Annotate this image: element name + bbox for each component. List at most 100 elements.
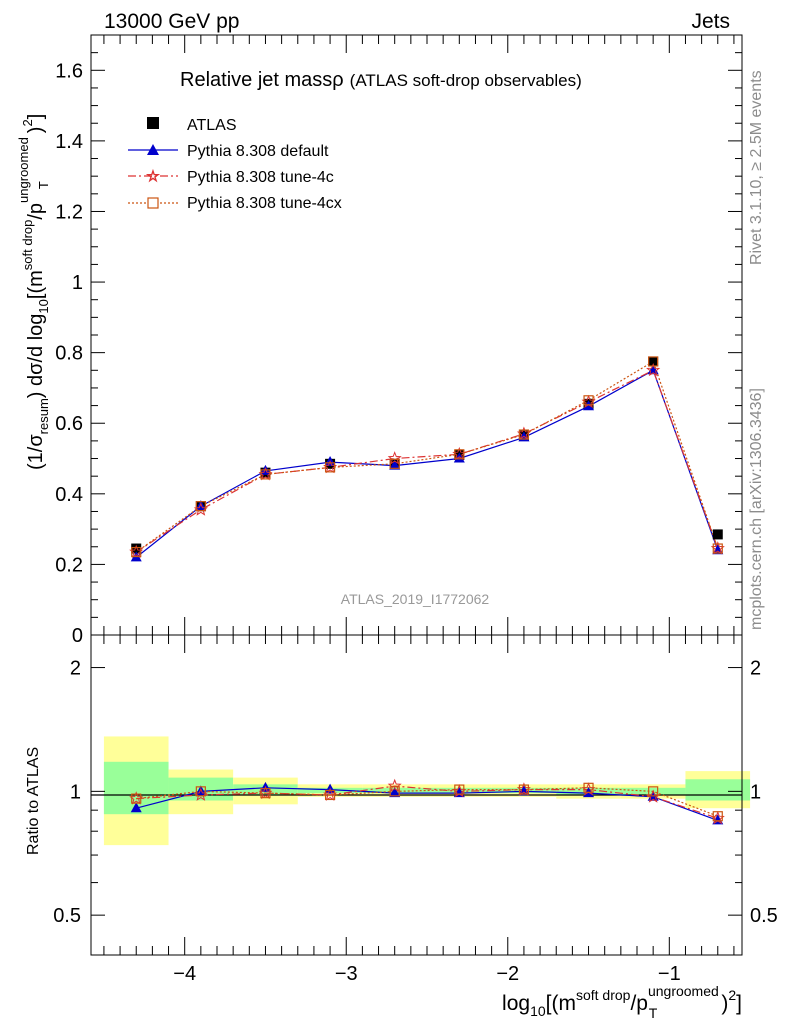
ratio-y-tick-label-right: 2 [750,658,761,680]
xlabel-part: 10 [530,1003,546,1019]
xlabel-part: ) [721,992,728,1015]
ylabel-part: /p [25,203,47,220]
legend-marker-atlas [147,117,159,129]
data-point-default [453,452,465,463]
ratio-band-green [685,779,751,801]
data-point-tune-4cx [131,546,142,558]
ratio-y-axis-title: Ratio to ATLAS [25,747,42,855]
legend-label-atlas: ATLAS [187,117,237,134]
y-tick-label: 1.4 [55,131,83,153]
data-point-tune-4cx [454,784,465,795]
ratio-y-tick-labels: 0.5 0.5 1 1 2 2 [53,658,778,928]
energy-label: 13000 GeV pp [104,10,239,33]
ylabel-part: resum [36,398,51,434]
y-tick-label: 0.8 [55,343,83,365]
ratio-y-tick-label-left: 1 [70,781,81,803]
ylabel-part: ] [25,114,47,120]
legend: ATLAS Pythia 8.308 default ☆ Pythia 8.30… [128,117,342,212]
ylabel-part: [(m [25,270,47,299]
data-point-tune-4cx [454,449,465,460]
chart-title-sub: (ATLAS soft-drop observables) [350,71,582,90]
data-point-tune-4cx [518,784,530,795]
data-point-default [389,787,401,798]
x-axis-title: log10[(msoft drop/pungroomed T)2] [502,983,742,1021]
legend-marker-tune-4c: ☆ [146,168,159,185]
data-point-tune-4cx [195,786,206,797]
xlabel-part: ] [736,992,742,1015]
y-tick-label: 1.6 [55,60,83,82]
ratio-line-pythia-8.308-default [136,787,719,821]
ylabel-part: (1/σ [25,434,47,470]
ratio-y-tick-label-right: 1 [750,781,761,803]
data-point-tune-4cx [260,788,271,799]
data-point-tune-4cx [389,786,400,797]
data-point-atlas [131,543,142,554]
series-line-pythia-8.308-tune-4cx [135,360,719,553]
main-y-axis-title: (1/σresum) dσ/d log10[(msoft drop/pungro… [16,114,51,470]
data-point-atlas [648,356,659,367]
xlabel-part: 2 [728,987,736,1003]
xlabel-part: ungroomed [648,983,719,999]
ratio-axis-ticks [91,635,742,956]
ylabel-part: 10 [36,299,51,313]
ylabel-part: T [36,181,51,189]
main-axis-ticks [91,34,742,636]
legend-label-tune-4c: Pythia 8.308 tune-4c [187,169,334,186]
analysis-watermark: ATLAS_2019_I1772062 [341,591,490,607]
ratio-panel: 0.5 0.5 1 1 2 2 −4 −3 −2 −1 Ratio to ATLAS log10… [25,634,778,1021]
legend-marker-tune-4cx [147,197,159,209]
ratio-frame [90,634,743,956]
data-point-tune-4cx [324,789,336,801]
y-tick-label: 1 [72,272,83,294]
data-point-tune-4cx [131,793,142,804]
y-tick-label: 0.2 [55,554,83,576]
data-point-tune-4cx [583,782,594,793]
series-line-pythia-8.308-tune-4c [135,369,719,553]
data-point-default [389,459,401,470]
x-tick-label: −3 [335,963,358,985]
ylabel-part: 2 [20,119,35,126]
rivet-version-label: Rivet 3.1.10, ≥ 2.5M events [748,70,765,265]
ratio-y-tick-label-left: 2 [70,658,81,680]
data-point-tune-4cx [518,429,530,440]
y-tick-label: 1.2 [55,201,83,223]
xlabel-part: log [502,992,530,1015]
mcplots-label: mcplots.cern.ch [arXiv:1306.3436] [748,388,765,630]
chart-title: Relative jet massρ (ATLAS soft-drop obser… [180,69,582,91]
data-point-tune-4c [646,362,661,377]
y-tick-label: 0 [72,625,83,647]
data-point-tune-4cx [324,462,336,473]
process-label: Jets [691,10,730,33]
x-tick-labels: −4 −3 −2 −1 [173,963,680,985]
legend-label-default: Pythia 8.308 default [187,143,329,160]
main-y-tick-labels: 0 0.2 0.4 0.6 0.8 1 1.2 1.4 1.6 [55,60,83,647]
ratio-line-pythia-8.308-tune-4cx [136,787,719,817]
xlabel-part: T [649,1005,658,1021]
data-point-atlas [712,529,723,540]
data-point-default [130,802,142,813]
main-panel: 0 0.2 0.4 0.6 0.8 1 1.2 1.4 1.6 ATLAS_2019_I1772… [16,34,743,647]
ylabel-part: ungroomed [16,137,31,203]
ylabel-part: soft drop [20,220,35,271]
ratio-y-tick-label-left: 0.5 [53,905,81,927]
data-point-tune-4cx [712,811,723,822]
main-series-group [129,356,725,562]
y-tick-label: 0.4 [55,484,83,506]
xlabel-part: [(m [546,992,576,1015]
data-point-tune-4cx [583,395,594,406]
x-tick-label: −1 [658,963,681,985]
x-tick-label: −4 [173,963,196,985]
legend-label-tune-4cx: Pythia 8.308 tune-4cx [187,195,342,212]
ylabel-part: ) [25,127,47,134]
data-point-tune-4cx [648,356,659,367]
ylabel-part: ) dσ/d log [25,314,47,399]
data-point-tune-4cx [195,501,206,512]
ratio-y-tick-label-right: 0.5 [750,905,778,927]
xlabel-part: /p [630,992,648,1015]
chart-title-main: Relative jet massρ [180,69,344,91]
series-line-pythia-8.308-default [135,369,719,558]
data-point-tune-4c [387,451,402,465]
x-tick-label: −2 [496,963,519,985]
data-point-tune-4cx [260,469,271,480]
